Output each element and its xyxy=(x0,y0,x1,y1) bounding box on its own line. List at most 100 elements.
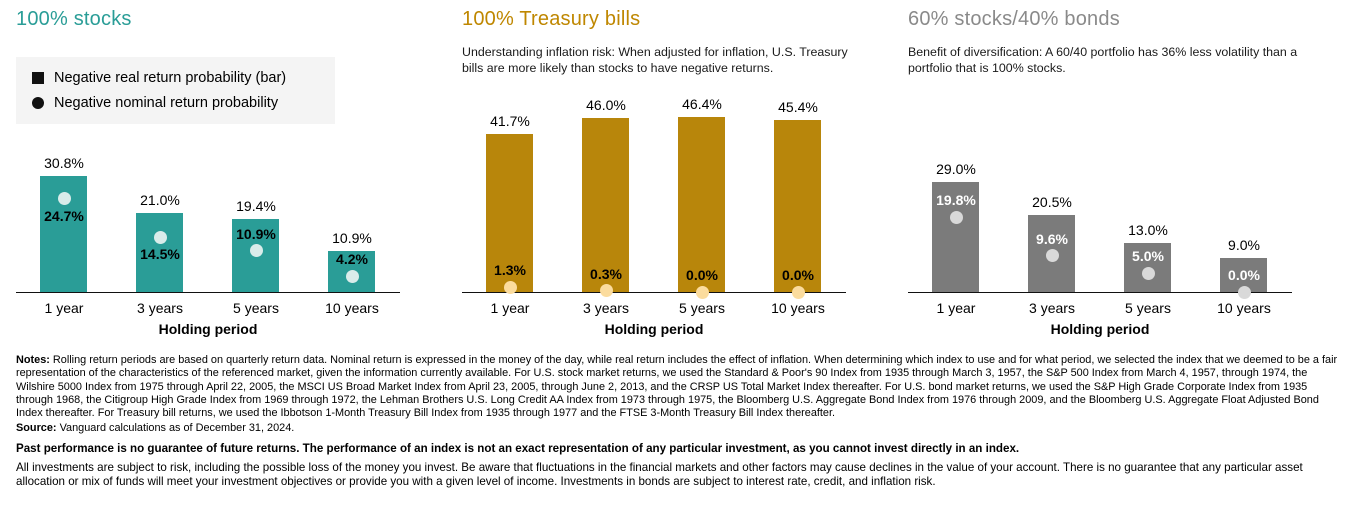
source-line: Source: Vanguard calculations as of Dece… xyxy=(16,422,1346,435)
dot-value-label: 10.9% xyxy=(236,225,276,242)
chart-section-3: 60% stocks/40% bonds Benefit of diversifi… xyxy=(908,0,1332,345)
tick-label-3-years: 3 years xyxy=(1029,300,1075,316)
x-axis-ticks: 1 year 3 years 5 years 10 years xyxy=(908,300,1292,316)
dot-value-label: 14.5% xyxy=(140,246,180,263)
dot-value-label: 4.2% xyxy=(336,251,368,268)
notes-text: Rolling return periods are based on quar… xyxy=(16,354,1338,420)
bar-value-label: 20.5% xyxy=(1032,193,1072,210)
bar-value-label: 41.7% xyxy=(490,113,530,130)
tick-label-5-years: 5 years xyxy=(1125,300,1171,316)
bar-negative-real-return xyxy=(582,118,629,292)
tick-label-5-years: 5 years xyxy=(233,300,279,316)
dot-value-label: 0.0% xyxy=(782,267,814,283)
bar-value-label: 46.0% xyxy=(586,97,626,114)
chart-subtitle: Understanding inflation risk: When adjus… xyxy=(462,45,848,75)
bar-value-label: 45.4% xyxy=(778,99,818,116)
chart-section-2: 100% Treasury bills Understanding inflati… xyxy=(462,0,886,345)
notes-paragraph: Notes: Rolling return periods are based … xyxy=(16,354,1346,420)
square-marker-icon xyxy=(32,72,44,84)
legend-label: Negative nominal return probability xyxy=(54,95,279,111)
bar-value-label: 30.8% xyxy=(44,154,84,171)
plot-area: 41.7% 1.3% 46.0% 0.3% 46.4% 0.0% 45.4% 0.0% xyxy=(462,93,846,299)
dot-negative-nominal-return xyxy=(345,269,359,283)
dot-negative-nominal-return xyxy=(1045,249,1059,263)
chart-title: 100% stocks xyxy=(16,8,132,30)
x-axis-label: Holding period xyxy=(158,321,258,337)
plot-area: 29.0% 19.8% 20.5% 9.6% 13.0% 5.0% 9.0% 0.0% xyxy=(908,93,1292,299)
tick-label-10-years: 10 years xyxy=(1217,300,1271,316)
tick-label-1-year: 1 year xyxy=(936,300,976,316)
bar-value-label: 19.4% xyxy=(236,197,276,214)
bar-value-label: 29.0% xyxy=(936,161,976,178)
dot-value-label: 0.0% xyxy=(1228,267,1260,283)
legend-label: Negative real return probability (bar) xyxy=(54,70,287,86)
bar-group-10-years: 9.0% 0.0% xyxy=(1196,93,1292,299)
dot-negative-nominal-return xyxy=(503,280,517,294)
bar-group-3-years: 46.0% 0.3% xyxy=(558,93,654,298)
dot-value-label: 1.3% xyxy=(494,262,526,279)
bar-group-1-year: 30.8% 24.7% xyxy=(16,93,112,292)
x-axis-label: Holding period xyxy=(604,321,704,337)
bar-negative-real-return xyxy=(136,212,183,292)
tick-label-10-years: 10 years xyxy=(325,300,379,316)
bar-group-5-years: 46.4% 0.0% xyxy=(654,93,750,299)
tick-label-3-years: 3 years xyxy=(583,300,629,316)
legend-item-square: Negative real return probability (bar) xyxy=(32,70,319,86)
chart-title: 100% Treasury bills xyxy=(462,8,641,30)
bar-negative-real-return xyxy=(678,116,725,292)
footnotes-section: Notes: Rolling return periods are based … xyxy=(0,345,1362,490)
tick-label-1-year: 1 year xyxy=(44,300,84,316)
dot-value-label: 5.0% xyxy=(1132,248,1164,265)
bar-group-1-year: 29.0% 19.8% xyxy=(908,93,1004,292)
x-axis-label: Holding period xyxy=(1050,321,1150,337)
bar-value-label: 10.9% xyxy=(332,229,372,246)
dot-value-label: 24.7% xyxy=(44,207,84,224)
dot-value-label: 0.0% xyxy=(686,267,718,283)
dot-negative-nominal-return xyxy=(949,210,963,224)
past-performance-disclaimer: Past performance is no guarantee of futu… xyxy=(16,441,1020,455)
bar-value-label: 46.4% xyxy=(682,95,722,112)
bar-value-label: 21.0% xyxy=(140,191,180,208)
legend-item-circle: Negative nominal return probability xyxy=(32,95,319,111)
bar-group-3-years: 21.0% 14.5% xyxy=(112,93,208,292)
bar-negative-real-return xyxy=(932,182,979,292)
bar-group-10-years: 10.9% 4.2% xyxy=(304,93,400,292)
notes-label: Notes: xyxy=(16,354,50,366)
bar-group-5-years: 13.0% 5.0% xyxy=(1100,93,1196,292)
bar-group-3-years: 20.5% 9.6% xyxy=(1004,93,1100,292)
bar-negative-real-return xyxy=(774,120,821,292)
dot-negative-nominal-return xyxy=(599,284,613,298)
risk-disclosure: All investments are subject to risk, inc… xyxy=(16,460,1303,489)
tick-label-10-years: 10 years xyxy=(771,300,825,316)
dot-value-label: 0.3% xyxy=(590,265,622,282)
circle-marker-icon xyxy=(32,97,44,109)
dot-value-label: 9.6% xyxy=(1036,230,1068,247)
bar-group-10-years: 45.4% 0.0% xyxy=(750,93,846,299)
tick-label-5-years: 5 years xyxy=(679,300,725,316)
tick-label-3-years: 3 years xyxy=(137,300,183,316)
dot-negative-nominal-return xyxy=(249,244,263,258)
bar-value-label: 9.0% xyxy=(1228,236,1260,253)
dot-negative-nominal-return xyxy=(1237,285,1251,299)
bar-negative-real-return xyxy=(486,134,533,292)
bar-group-5-years: 19.4% 10.9% xyxy=(208,93,304,292)
dot-negative-nominal-return xyxy=(695,285,709,299)
dot-negative-nominal-return xyxy=(153,230,167,244)
dot-value-label: 19.8% xyxy=(936,192,976,209)
x-axis-ticks: 1 year 3 years 5 years 10 years xyxy=(16,300,400,316)
bar-value-label: 13.0% xyxy=(1128,221,1168,238)
plot-area: 30.8% 24.7% 21.0% 14.5% 19.4% 10.9% 10.9% 4.2% xyxy=(16,93,400,293)
x-axis-ticks: 1 year 3 years 5 years 10 years xyxy=(462,300,846,316)
bar-group-1-year: 41.7% 1.3% xyxy=(462,93,558,294)
dot-negative-nominal-return xyxy=(57,192,71,206)
dot-negative-nominal-return xyxy=(1141,266,1155,280)
legend: Negative real return probability (bar) Ne… xyxy=(16,57,335,124)
source-label: Source: xyxy=(16,422,57,435)
dot-negative-nominal-return xyxy=(791,285,805,299)
tick-label-1-year: 1 year xyxy=(490,300,530,316)
source-text: Vanguard calculations as of December 31,… xyxy=(59,422,295,435)
chart-subtitle: Benefit of diversification: A 60/40 port… xyxy=(908,45,1298,75)
chart-title: 60% stocks/40% bonds xyxy=(908,8,1120,30)
charts-row: 100% stocks Negative real return probabil… xyxy=(16,0,1332,345)
chart-section-1: 100% stocks Negative real return probabil… xyxy=(16,0,440,345)
